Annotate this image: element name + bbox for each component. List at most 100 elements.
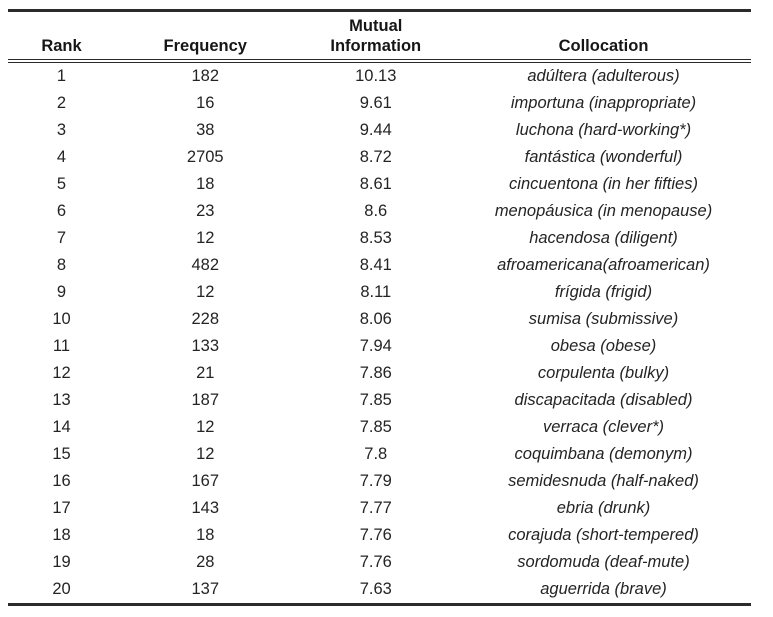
rank-cell: 10: [52, 310, 71, 328]
collocation-cell: importuna (inappropriate): [510, 94, 697, 112]
mutual-information-cell: 7.77: [359, 499, 392, 517]
collocation-cell: menopáusica (in menopause): [494, 202, 713, 220]
table-body: 1 182 10.13 adúltera (adulterous) 2 16 9.61 imp…: [8, 61, 751, 605]
table-row: 19 28 7.76 sordomuda (deaf-mute): [8, 549, 751, 576]
mutual-information-cell: 7.85: [359, 418, 392, 436]
frequency-cell: 18: [196, 526, 215, 544]
frequency-cell: 28: [196, 553, 215, 571]
mutual-information-cell: 7.76: [359, 553, 392, 571]
mutual-information-cell: 8.41: [359, 256, 392, 274]
rank-cell: 9: [56, 283, 67, 301]
frequency-cell: 12: [196, 418, 215, 436]
table-header: Rank Frequency Mutual Information Colloc…: [8, 10, 751, 63]
collocation-cell: cincuentona (in her fifties): [509, 175, 698, 193]
frequency-cell: 143: [191, 499, 220, 517]
table-row: 20 137 7.63 aguerrida (brave): [8, 576, 751, 605]
table-row: 9 12 8.11 frígida (frigid): [8, 279, 751, 306]
collocation-table: Rank Frequency Mutual Information Colloc…: [8, 9, 751, 606]
table-row: 4 2705 8.72 fantástica (wonderful): [8, 144, 751, 171]
header-frequency-label: Frequency: [163, 37, 247, 55]
collocation-cell: corajuda (short-tempered): [508, 526, 699, 544]
table-row: 14 12 7.85 verraca (clever*): [8, 414, 751, 441]
table-row: 5 18 8.61 cincuentona (in her fifties): [8, 171, 751, 198]
collocation-cell: ebria (drunk): [556, 499, 651, 517]
table-row: 12 21 7.86 corpulenta (bulky): [8, 360, 751, 387]
collocation-cell: luchona (hard-working*): [515, 121, 692, 139]
table-row: 2 16 9.61 importuna (inappropriate): [8, 90, 751, 117]
collocation-cell: hacendosa (diligent): [529, 229, 678, 247]
rank-cell: 17: [52, 499, 71, 517]
table-row: 6 23 8.6 menopáusica (in menopause): [8, 198, 751, 225]
mutual-information-cell: 9.44: [359, 121, 392, 139]
table-row: 1 182 10.13 adúltera (adulterous): [8, 61, 751, 90]
mutual-information-cell: 7.76: [359, 526, 392, 544]
frequency-cell: 12: [196, 283, 215, 301]
collocation-cell: discapacitada (disabled): [514, 391, 693, 409]
frequency-cell: 2705: [186, 148, 224, 166]
header-mutual-information: Mutual Information: [295, 10, 457, 63]
mutual-information-cell: 8.11: [360, 283, 392, 301]
collocation-cell: fantástica (wonderful): [524, 148, 683, 166]
mutual-information-cell: 7.8: [364, 445, 388, 463]
rank-cell: 8: [56, 256, 67, 274]
rank-cell: 1: [56, 67, 67, 85]
collocation-cell: frígida (frigid): [554, 283, 653, 301]
collocation-cell: adúltera (adulterous): [527, 67, 680, 85]
collocation-cell: corpulenta (bulky): [537, 364, 670, 382]
frequency-cell: 228: [191, 310, 220, 328]
mutual-information-cell: 7.85: [359, 391, 392, 409]
rank-cell: 15: [52, 445, 71, 463]
mutual-information-cell: 7.63: [359, 580, 392, 598]
collocation-cell: obesa (obese): [550, 337, 657, 355]
table-row: 18 18 7.76 corajuda (short-tempered): [8, 522, 751, 549]
rank-cell: 3: [56, 121, 67, 139]
mutual-information-cell: 8.61: [359, 175, 392, 193]
rank-cell: 19: [52, 553, 71, 571]
frequency-cell: 12: [196, 445, 215, 463]
header-collocation: Collocation: [456, 10, 751, 63]
table-row: 8 482 8.41 afroamericana(afroamerican): [8, 252, 751, 279]
rank-cell: 18: [52, 526, 71, 544]
frequency-cell: 133: [191, 337, 220, 355]
rank-cell: 14: [52, 418, 71, 436]
table-row: 17 143 7.77 ebria (drunk): [8, 495, 751, 522]
frequency-cell: 12: [196, 229, 215, 247]
rank-cell: 7: [56, 229, 67, 247]
mutual-information-cell: 9.61: [359, 94, 392, 112]
collocation-cell: semidesnuda (half-naked): [508, 472, 699, 490]
mutual-information-cell: 10.13: [355, 67, 397, 85]
mutual-information-cell: 7.86: [359, 364, 392, 382]
frequency-cell: 482: [191, 256, 220, 274]
frequency-cell: 182: [191, 67, 220, 85]
rank-cell: 20: [52, 580, 71, 598]
table-row: 11 133 7.94 obesa (obese): [8, 333, 751, 360]
collocation-cell: sordomuda (deaf-mute): [517, 553, 690, 571]
header-rank-label: Rank: [41, 37, 82, 55]
table-row: 15 12 7.8 coquimbana (demonym): [8, 441, 751, 468]
table-row: 7 12 8.53 hacendosa (diligent): [8, 225, 751, 252]
rank-cell: 2: [56, 94, 67, 112]
frequency-cell: 167: [191, 472, 220, 490]
rank-cell: 12: [52, 364, 71, 382]
rank-cell: 5: [56, 175, 67, 193]
frequency-cell: 187: [191, 391, 220, 409]
collocation-cell: sumisa (submissive): [528, 310, 679, 328]
collocation-cell: coquimbana (demonym): [514, 445, 693, 463]
mutual-information-cell: 8.6: [364, 202, 388, 220]
collocation-cell: verraca (clever*): [542, 418, 665, 436]
rank-cell: 4: [56, 148, 67, 166]
rank-cell: 16: [52, 472, 71, 490]
frequency-cell: 137: [191, 580, 220, 598]
mutual-information-cell: 8.06: [359, 310, 392, 328]
header-mutual-information-label: Mutual Information: [330, 17, 422, 55]
rank-cell: 13: [52, 391, 71, 409]
header-frequency: Frequency: [114, 10, 296, 63]
mutual-information-cell: 7.79: [359, 472, 392, 490]
table-row: 16 167 7.79 semidesnuda (half-naked): [8, 468, 751, 495]
mutual-information-cell: 8.53: [359, 229, 392, 247]
frequency-cell: 16: [196, 94, 215, 112]
rank-cell: 11: [52, 337, 71, 355]
frequency-cell: 23: [196, 202, 215, 220]
table-row: 13 187 7.85 discapacitada (disabled): [8, 387, 751, 414]
mutual-information-cell: 8.72: [359, 148, 392, 166]
